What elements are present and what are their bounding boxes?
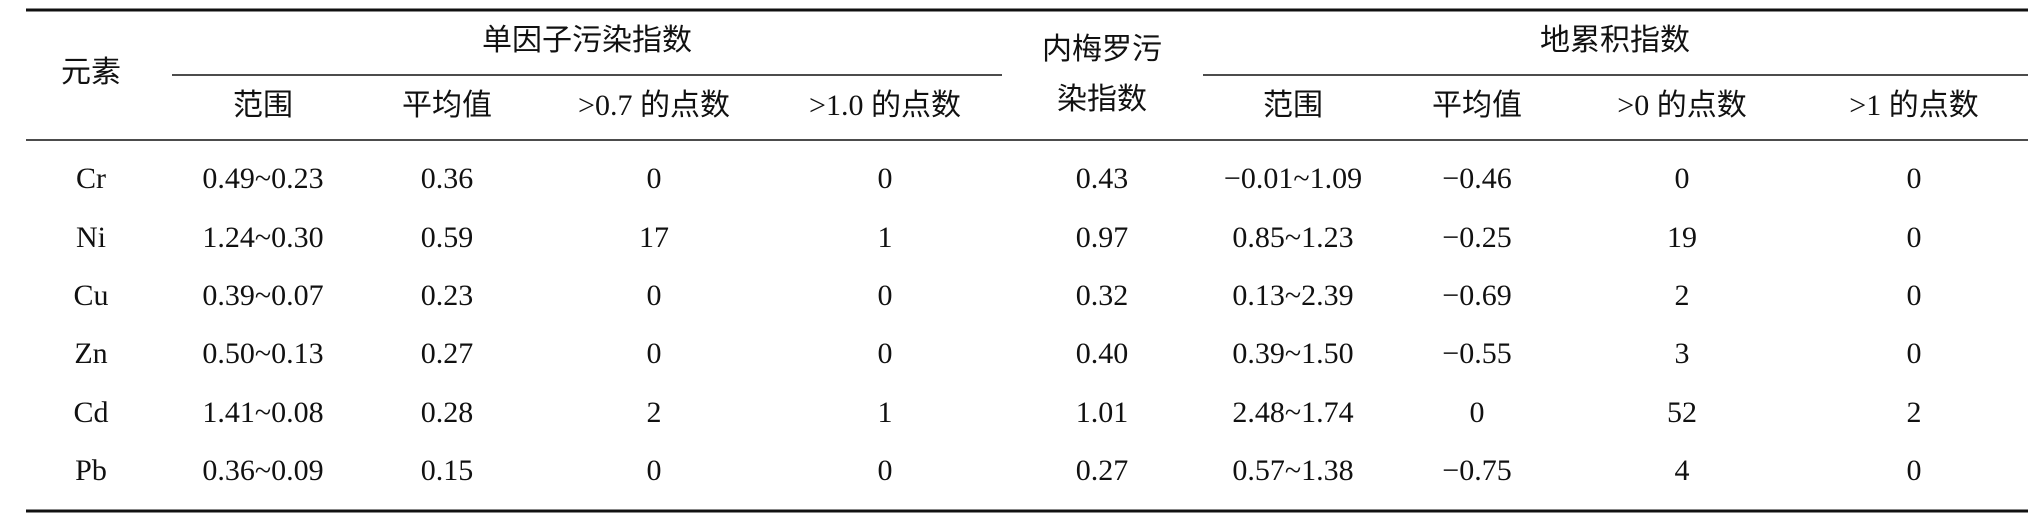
table-cell: Cd (73, 396, 108, 429)
table-cell: 2 (1907, 396, 1922, 429)
table-cell: 1.41~0.08 (202, 396, 323, 429)
table-cell: 0.43 (1076, 162, 1129, 195)
table-cell: 1.01 (1076, 396, 1129, 429)
table-cell: 0.57~1.38 (1232, 454, 1353, 487)
table-cell: −0.46 (1442, 162, 1511, 195)
table-cell: −0.25 (1442, 221, 1511, 254)
table-cell: Cu (73, 279, 108, 312)
table-cell: 0.39~1.50 (1232, 337, 1353, 370)
table-cell: 0.13~2.39 (1232, 279, 1353, 312)
table-cell: 0 (1907, 279, 1922, 312)
table-cell: 0 (878, 454, 893, 487)
table-cell: 0.15 (421, 454, 474, 487)
table-cell: 0 (1907, 337, 1922, 370)
table-cell: 0.97 (1076, 221, 1129, 254)
table-cell: 0 (878, 337, 893, 370)
table-cell: 3 (1675, 337, 1690, 370)
table-cell: 0 (1907, 162, 1922, 195)
table-cell: 2 (647, 396, 662, 429)
header-cell: >0 的点数 (1617, 89, 1746, 122)
table-cell: 0.27 (1076, 454, 1129, 487)
header-cell: 元素 (61, 56, 121, 89)
table-cell: 17 (639, 221, 669, 254)
table-cell: 52 (1667, 396, 1697, 429)
header-cell: 平均值 (402, 89, 492, 122)
table-cell: 4 (1675, 454, 1690, 487)
header-cell: 平均值 (1432, 89, 1522, 122)
header-cell: 范围 (233, 89, 293, 122)
table-cell: −0.75 (1442, 454, 1511, 487)
table-cell: 1 (878, 221, 893, 254)
table-cell: 0 (647, 162, 662, 195)
header-cell: 染指数 (1057, 83, 1147, 116)
table-cell: 0.28 (421, 396, 474, 429)
table-cell: 0 (1907, 454, 1922, 487)
header-cell: >1 的点数 (1849, 89, 1978, 122)
table-cell: 0 (647, 454, 662, 487)
table-cell: 1 (878, 396, 893, 429)
table-cell: 0 (1470, 396, 1485, 429)
table-cell: 0 (1907, 221, 1922, 254)
table-cell: 0.39~0.07 (202, 279, 323, 312)
table-cell: Ni (76, 221, 106, 254)
table-cell: 0 (647, 279, 662, 312)
group-title: 单因子污染指数 (482, 24, 692, 57)
table-cell: 0.40 (1076, 337, 1129, 370)
table-cell: 0.32 (1076, 279, 1129, 312)
table-cell: −0.01~1.09 (1224, 162, 1362, 195)
table-cell: 0 (647, 337, 662, 370)
table-cell: 0.50~0.13 (202, 337, 323, 370)
table-cell: 1.24~0.30 (202, 221, 323, 254)
table-cell: 0 (1675, 162, 1690, 195)
table-cell: 0.23 (421, 279, 474, 312)
table-cell: 0.36 (421, 162, 474, 195)
table-cell: Zn (74, 337, 107, 370)
table-cell: 0.27 (421, 337, 474, 370)
header-cell: >1.0 的点数 (809, 89, 961, 122)
table-cell: 0 (878, 279, 893, 312)
header-cell: 内梅罗污 (1042, 33, 1162, 66)
table-cell: 0 (878, 162, 893, 195)
table-cell: 2.48~1.74 (1232, 396, 1353, 429)
table-cell: 0.36~0.09 (202, 454, 323, 487)
table-cell: 2 (1675, 279, 1690, 312)
table-cell: 0.59 (421, 221, 474, 254)
table-cell: 0.85~1.23 (1232, 221, 1353, 254)
table-cell: −0.55 (1442, 337, 1511, 370)
group-title: 地累积指数 (1540, 24, 1690, 57)
table-cell: Cr (76, 162, 106, 195)
header-cell: >0.7 的点数 (578, 89, 730, 122)
header-cell: 范围 (1263, 89, 1323, 122)
table-cell: 19 (1667, 221, 1697, 254)
table-cell: −0.69 (1442, 279, 1511, 312)
table-cell: 0.49~0.23 (202, 162, 323, 195)
table-cell: Pb (75, 454, 107, 487)
